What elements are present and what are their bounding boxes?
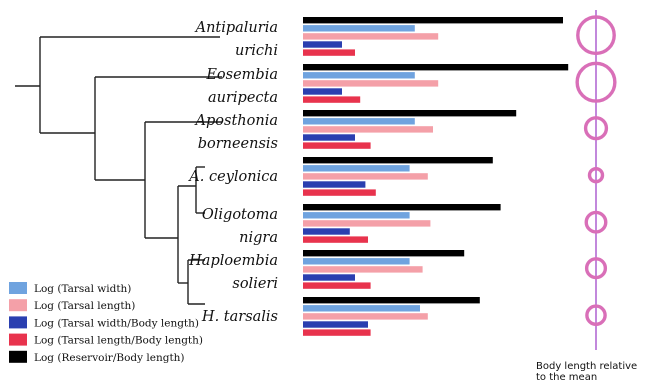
bar: [303, 134, 355, 141]
legend-label: Log (Tarsal width/Body length): [34, 317, 199, 329]
legend-swatch: [9, 299, 27, 312]
bar: [303, 212, 410, 219]
species-label: solieri: [232, 276, 278, 292]
bar: [303, 250, 465, 257]
body-length-circles: [575, 10, 617, 350]
bar: [303, 157, 493, 164]
bar: [303, 25, 415, 32]
bar: [303, 236, 368, 243]
bar: [303, 165, 410, 172]
species-label: H. tarsalis: [201, 309, 278, 325]
bar: [303, 258, 410, 265]
body-length-circle: [584, 210, 608, 234]
bar: [303, 88, 342, 95]
bar: [303, 274, 355, 281]
legend-swatch: [9, 316, 27, 329]
bar: [303, 266, 423, 273]
bar: [303, 96, 361, 103]
phylogenetic-tree: [15, 36, 222, 305]
bar: [303, 297, 480, 304]
bar: [303, 72, 415, 79]
bar: [303, 173, 428, 180]
species-label: auripecta: [208, 90, 278, 106]
bar-groups: [303, 17, 569, 336]
bar: [303, 142, 371, 149]
species-label: Haploembia: [188, 253, 278, 269]
bar: [303, 126, 433, 133]
bar: [303, 80, 439, 87]
legend-label: Log (Tarsal length): [34, 300, 135, 312]
legend-item: Log (Reservoir/Body length): [9, 350, 185, 364]
bar-group: [303, 250, 465, 289]
body-length-circle: [583, 116, 609, 141]
bar: [303, 41, 342, 48]
legend-item: Log (Tarsal length/Body length): [9, 333, 203, 347]
species-labels: Antipaluria urichi Eosembia auripecta Aposth…: [187, 20, 278, 325]
legend-item: Log (Tarsal length): [9, 299, 135, 312]
bar: [303, 181, 366, 188]
body-length-circle: [587, 166, 605, 184]
species-label: A. ceylonica: [187, 169, 278, 185]
bar-group: [303, 157, 493, 196]
species-label: Eosembia: [205, 67, 278, 83]
bar: [303, 282, 371, 289]
bar-group: [303, 17, 563, 56]
body-length-circle: [585, 304, 607, 327]
bar: [303, 204, 501, 211]
legend-swatch: [9, 333, 27, 346]
legend-swatch: [9, 350, 27, 363]
bar: [303, 110, 517, 117]
body-length-label: to the mean: [536, 372, 597, 382]
species-label: urichi: [235, 43, 278, 59]
bar: [303, 313, 428, 320]
bar: [303, 17, 563, 24]
bar: [303, 118, 415, 125]
body-length-label: Body length relative: [536, 361, 637, 372]
species-label: Aposthonia: [194, 113, 278, 129]
body-length-circle: [576, 15, 616, 56]
bar: [303, 329, 371, 336]
bar: [303, 220, 431, 227]
legend-label: Log (Tarsal width): [34, 283, 131, 295]
species-label: Antipaluria: [194, 20, 278, 36]
legend-item: Log (Tarsal width): [9, 282, 131, 295]
bar: [303, 49, 355, 56]
bar: [303, 64, 569, 71]
species-label: nigra: [239, 230, 278, 246]
species-label: borneensis: [198, 136, 278, 152]
species-label: Oligotoma: [202, 207, 278, 223]
bar: [303, 33, 439, 40]
bar: [303, 321, 368, 328]
bar-group: [303, 204, 501, 243]
legend-label: Log (Tarsal length/Body length): [34, 335, 203, 347]
bar: [303, 189, 376, 196]
legend-swatch: [9, 282, 27, 294]
body-length-circle: [584, 257, 608, 280]
legend-item: Log (Tarsal width/Body length): [9, 316, 199, 329]
legend: Log (Tarsal width) Log (Tarsal length) Log…: [9, 282, 203, 364]
body-length-circle: [575, 61, 617, 103]
bar-group: [303, 64, 569, 103]
bar-group: [303, 110, 517, 149]
legend-label: Log (Reservoir/Body length): [34, 352, 185, 364]
bar: [303, 228, 350, 235]
bar-group: [303, 297, 480, 336]
bar: [303, 305, 420, 312]
